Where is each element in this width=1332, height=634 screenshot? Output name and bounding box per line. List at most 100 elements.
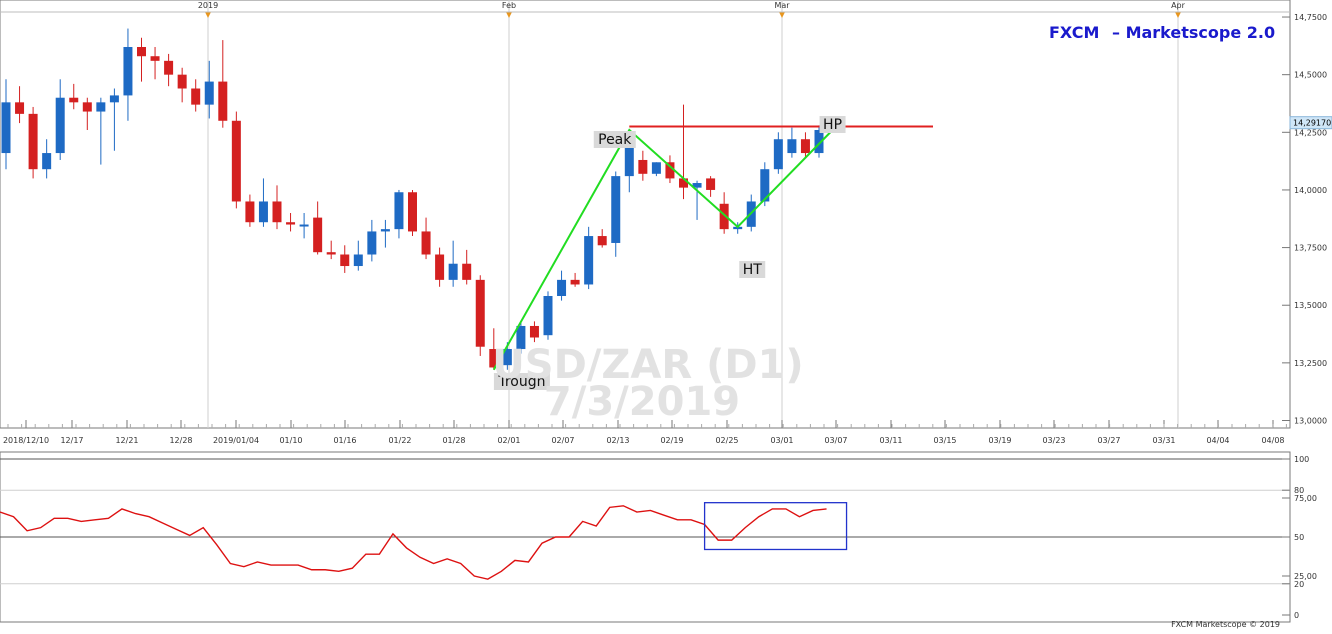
candle-body xyxy=(421,231,431,255)
candle-body xyxy=(177,74,187,89)
candle-body xyxy=(245,201,255,223)
oscillator-tick-label: 50 xyxy=(1294,533,1304,542)
candle-body xyxy=(96,102,106,112)
date-tick-label: 02/07 xyxy=(551,436,574,445)
brand-suffix: – Marketscope 2.0 xyxy=(1112,23,1275,42)
date-tick-label: 03/19 xyxy=(988,436,1011,445)
month-marker-label: Mar xyxy=(774,1,790,10)
candle-body xyxy=(28,113,38,170)
candle-body xyxy=(313,217,323,253)
date-tick-label: 02/13 xyxy=(606,436,629,445)
candle-body xyxy=(692,183,702,188)
date-tick-label: 03/01 xyxy=(770,436,793,445)
oscillator-tick-label: 0 xyxy=(1294,611,1299,620)
candle-body xyxy=(394,192,404,230)
annotation-label: Trough xyxy=(497,374,545,390)
price-tick-label: 13,0000 xyxy=(1294,417,1327,426)
candle-body xyxy=(489,349,499,368)
annotation-label: Peak xyxy=(598,132,632,148)
candle-body xyxy=(448,263,458,280)
candlestick-series xyxy=(1,28,838,370)
candle-body xyxy=(502,349,512,366)
candle-body xyxy=(624,136,634,177)
date-tick-label: 01/10 xyxy=(279,436,302,445)
month-marker-arrow xyxy=(205,12,211,18)
date-tick-label: 03/31 xyxy=(1152,436,1175,445)
candle-body xyxy=(814,130,824,154)
candle-body xyxy=(408,192,417,232)
month-marker-label: Apr xyxy=(1171,1,1186,10)
candle-body xyxy=(353,254,363,267)
candle-body xyxy=(218,81,228,121)
price-y-axis: 14,7500 14,5000 14,2500 14,0000 13,7500 13,50… xyxy=(1282,13,1332,426)
price-tick-label: 14,7500 xyxy=(1294,13,1327,22)
candle-body xyxy=(204,81,214,105)
price-pane-frame xyxy=(0,0,1291,429)
date-tick-label: 12/28 xyxy=(169,436,192,445)
oscillator-tick-label: 25,00 xyxy=(1294,572,1317,581)
candle-body xyxy=(137,47,146,57)
annotation-label-box xyxy=(593,131,636,148)
candle-body xyxy=(597,236,607,246)
candle-body xyxy=(367,231,377,255)
candle-body xyxy=(773,139,783,170)
candle-body xyxy=(638,159,648,174)
candle-body xyxy=(665,162,675,179)
candle-body xyxy=(516,325,526,350)
oscillator-highlight-box xyxy=(703,502,848,551)
date-tick-label: 04/08 xyxy=(1261,436,1284,445)
candle-body xyxy=(557,279,567,296)
candle-body xyxy=(1,102,11,154)
candle-body xyxy=(55,97,65,154)
candle-body xyxy=(787,139,797,154)
candle-body xyxy=(570,279,580,285)
candle-body xyxy=(258,201,268,223)
price-tick-label: 13,7500 xyxy=(1294,244,1327,253)
candle-body xyxy=(340,254,350,267)
date-tick-label: 03/11 xyxy=(879,436,902,445)
candle-body xyxy=(679,178,688,188)
candle-body xyxy=(123,47,133,96)
date-x-axis: 2018/12/10 12/17 12/21 12/28 2019/01/04 01/10… xyxy=(3,420,1287,445)
date-tick-label: 03/15 xyxy=(933,436,956,445)
candle-body xyxy=(462,263,472,280)
candle-body xyxy=(529,325,539,338)
watermark-symbol: USD/ZAR (D1) xyxy=(492,342,803,388)
date-tick-label: 02/19 xyxy=(660,436,683,445)
price-tick-label: 13,5000 xyxy=(1294,301,1327,310)
month-marker-arrow xyxy=(779,12,785,18)
candle-body xyxy=(326,252,336,255)
oscillator-tick-label: 100 xyxy=(1294,455,1309,464)
candle-body xyxy=(543,296,553,336)
candle-body xyxy=(164,60,174,75)
candle-body xyxy=(719,203,729,230)
month-markers: 2019 Feb Mar Apr xyxy=(0,0,1290,428)
month-marker-arrow xyxy=(1175,12,1181,18)
month-marker-label: Feb xyxy=(502,1,516,10)
oscillator-line xyxy=(0,505,827,580)
month-marker-label: 2019 xyxy=(198,1,218,10)
pattern-overlay: Peak HP HT Trough xyxy=(492,116,933,390)
oscillator-tick-label: 20 xyxy=(1294,580,1304,589)
annotation-label-box xyxy=(739,261,766,278)
annotation-label: HT xyxy=(743,262,763,278)
candle-body xyxy=(109,95,119,103)
candle-body xyxy=(82,102,92,112)
candle-body xyxy=(584,236,594,285)
date-tick-label: 02/01 xyxy=(497,436,520,445)
date-tick-label: 02/25 xyxy=(715,436,738,445)
month-marker-arrow xyxy=(506,12,512,18)
candle-body xyxy=(191,88,201,105)
candle-body xyxy=(272,201,282,223)
last-price-badge xyxy=(1289,116,1332,130)
date-tick-label: 03/23 xyxy=(1042,436,1065,445)
date-tick-label: 04/04 xyxy=(1206,436,1229,445)
annotation-label: HP xyxy=(823,117,842,133)
watermark-date: 7/3/2019 xyxy=(544,379,740,425)
date-tick-label: 12/21 xyxy=(115,436,138,445)
price-tick-label: 14,2500 xyxy=(1294,128,1327,137)
date-tick-label: 03/27 xyxy=(1097,436,1120,445)
price-tick-label: 14,0000 xyxy=(1294,186,1327,195)
candle-body xyxy=(475,279,485,347)
